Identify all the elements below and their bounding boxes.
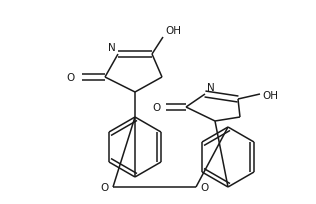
Text: O: O (101, 182, 109, 192)
Text: N: N (207, 83, 215, 93)
Text: O: O (200, 182, 208, 192)
Text: O: O (67, 73, 75, 83)
Text: OH: OH (165, 26, 181, 36)
Text: OH: OH (262, 91, 278, 101)
Text: N: N (108, 43, 116, 53)
Text: O: O (153, 102, 161, 112)
